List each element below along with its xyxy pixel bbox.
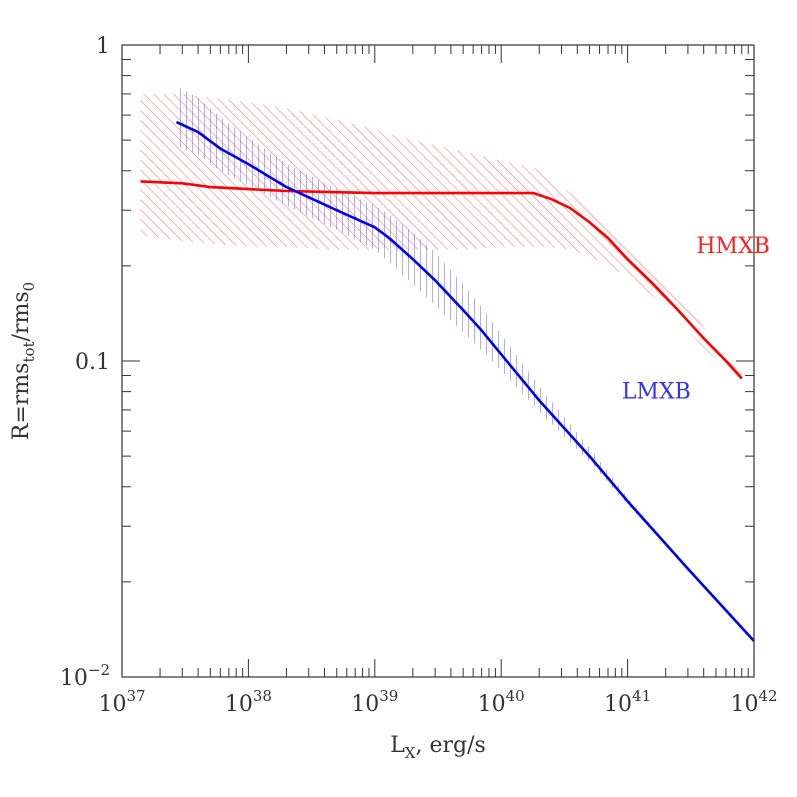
series-labels: HMXB LMXB [622, 234, 770, 405]
error-bands [140, 86, 754, 642]
x-tick-label: 1042 [730, 687, 777, 717]
y-tick-label: 0.1 [75, 350, 110, 375]
series-line-hmxb [140, 180, 743, 380]
annotation-lmxb: LMXB [622, 380, 691, 405]
x-tick-label: 1039 [351, 687, 398, 717]
annotation-hmxb: HMXB [696, 234, 770, 259]
error-band-lmxb [176, 86, 754, 642]
error-band-hmxb [140, 93, 742, 384]
series-line-lmxb [175, 120, 755, 642]
y-tick-label: 1 [96, 34, 110, 59]
x-axis-label: LX, erg/s [390, 733, 486, 762]
y-tick-label: 10−2 [60, 661, 110, 691]
series-lines [140, 120, 755, 642]
x-tick-label: 1038 [225, 687, 272, 717]
x-tick-label: 1041 [604, 687, 651, 717]
axis-tick-labels: 1037 1038 1039 1040 1041 1042 1 0.1 10−2 [60, 34, 778, 717]
axis-ticks [121, 44, 755, 678]
x-tick-label: 1037 [98, 687, 145, 717]
y-axis-label: R=rmstot/rms0 [9, 282, 38, 440]
x-tick-label: 1040 [478, 687, 525, 717]
